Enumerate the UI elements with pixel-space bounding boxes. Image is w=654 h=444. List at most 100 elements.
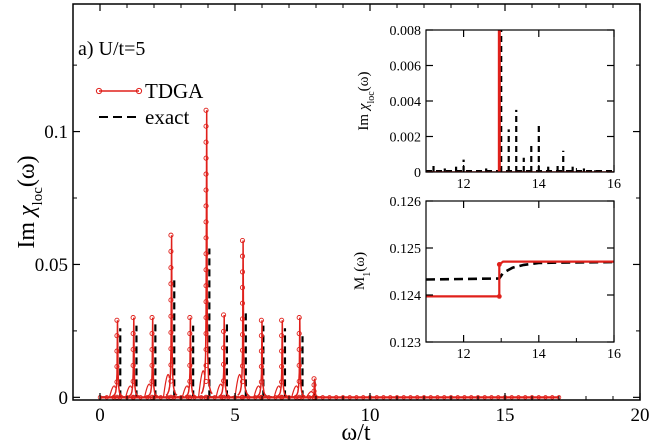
tdga-marker — [203, 362, 209, 368]
tdga-shoulder — [291, 385, 299, 398]
tdga-shoulder — [125, 385, 133, 398]
tdga-baseline-marker — [219, 395, 224, 400]
main-x-tick-label: 10 — [361, 405, 380, 426]
tdga-marker — [168, 265, 174, 271]
tdga-baseline-marker — [199, 395, 204, 400]
tdga-marker — [311, 382, 317, 388]
tdga-marker — [187, 362, 193, 368]
tdga-marker — [114, 379, 120, 385]
tdga-baseline-marker — [118, 395, 123, 400]
tdga-shoulder — [253, 385, 261, 398]
tdga-marker — [203, 139, 209, 145]
tdga-marker — [239, 237, 246, 244]
tdga-baseline-marker — [523, 395, 528, 400]
tdga-marker — [187, 346, 193, 353]
tdga-shoulder — [273, 385, 281, 398]
tdga-marker — [239, 332, 246, 338]
tdga-baseline-marker — [212, 395, 217, 400]
tdga-marker — [279, 363, 285, 370]
tdga-marker — [203, 315, 209, 321]
tdga-baseline-marker — [347, 395, 352, 400]
tdga-marker — [203, 155, 209, 161]
panel-label: a) U/t=5 — [78, 38, 145, 60]
tdga-marker — [239, 253, 246, 259]
tdga-marker — [168, 329, 174, 336]
tdga-shoulder — [306, 391, 314, 398]
tdga-marker — [168, 232, 174, 238]
tdga-marker — [239, 300, 246, 306]
inset-top-y-tick-label: 0.006 — [390, 59, 422, 74]
tdga-marker — [311, 376, 317, 382]
tdga-shoulder — [162, 374, 170, 398]
inset-top-y-axis-label: Im χloc(ω) — [356, 71, 377, 130]
tdga-marker — [130, 346, 136, 353]
tdga-baseline-marker — [509, 395, 514, 400]
tdga-marker — [258, 317, 264, 323]
tdga-marker — [168, 281, 174, 287]
inset-top-frame — [425, 29, 615, 173]
tdga-baseline-marker — [401, 395, 406, 400]
tdga-shoulder — [108, 385, 116, 398]
main-y-tick-label: 0.05 — [35, 255, 68, 276]
tdga-marker — [168, 297, 174, 303]
legend-tdga-marker — [95, 87, 103, 95]
tdga-marker — [279, 379, 285, 385]
tdga-baseline-marker — [374, 395, 379, 400]
main-y-tick-label: 0 — [59, 388, 69, 409]
tdga-marker — [203, 107, 209, 113]
tdga-marker — [203, 235, 209, 241]
tdga-baseline-marker — [489, 395, 494, 400]
tdga-marker — [168, 346, 174, 352]
tdga-marker — [168, 248, 174, 254]
legend-tdga-marker — [135, 87, 143, 95]
inset-top-y-tick-label: 0.004 — [390, 95, 422, 110]
main-x-tick-label: 15 — [496, 405, 515, 426]
tdga-marker — [221, 312, 227, 318]
tdga-baseline-marker — [226, 395, 231, 400]
tdga-peak — [146, 317, 159, 398]
inset-top-y-tick-label: 0 — [414, 166, 421, 181]
tdga-marker — [296, 362, 302, 368]
tdga-baseline-marker — [131, 395, 136, 400]
inset-bottom-tdga-marker — [496, 262, 502, 267]
tdga-marker — [149, 378, 155, 384]
inset-bottom-y-axis-label: M1(ω) — [352, 252, 373, 290]
tdga-baseline-marker — [172, 395, 177, 400]
tdga-marker — [203, 187, 209, 193]
tdga-peak — [256, 320, 268, 398]
tdga-shoulder — [181, 385, 189, 398]
tdga-baseline-marker — [300, 395, 305, 400]
tdga-baseline-marker — [293, 395, 298, 400]
inset-bottom-y-tick-label: 0.123 — [390, 336, 422, 351]
inset-top-y-tick-label: 0.008 — [390, 24, 422, 39]
tdga-peak — [200, 110, 213, 395]
main-y-tick-label: 0.1 — [44, 122, 68, 143]
tdga-marker — [221, 361, 227, 367]
tdga-marker — [296, 315, 302, 321]
tdga-marker — [168, 362, 174, 368]
inset-bottom-frame — [425, 200, 615, 343]
tdga-marker — [258, 363, 264, 370]
inset-bottom-x-tick-label: 16 — [607, 347, 621, 362]
tdga-marker — [203, 331, 209, 337]
tdga-baseline-marker — [266, 395, 271, 400]
tdga-baseline-marker — [543, 395, 548, 400]
tdga-peak — [111, 320, 124, 398]
tdga-marker — [187, 331, 193, 337]
tdga-peak — [237, 240, 250, 396]
tdga-baseline-marker — [253, 395, 258, 400]
tdga-baseline-marker — [334, 395, 339, 400]
tdga-marker — [239, 363, 246, 369]
tdga-baseline-marker — [469, 395, 474, 400]
inset-bottom-tdga-marker — [496, 294, 502, 299]
tdga-marker — [203, 378, 209, 384]
inset-bottom-y-tick-label: 0.124 — [390, 289, 422, 304]
legend: TDGA exact — [95, 79, 204, 129]
tdga-baseline-marker — [320, 395, 325, 400]
tdga-marker — [187, 378, 193, 384]
tdga-marker — [239, 269, 246, 275]
tdga-marker — [221, 378, 227, 384]
tdga-baseline-marker — [111, 395, 116, 400]
tdga-marker — [239, 379, 246, 385]
